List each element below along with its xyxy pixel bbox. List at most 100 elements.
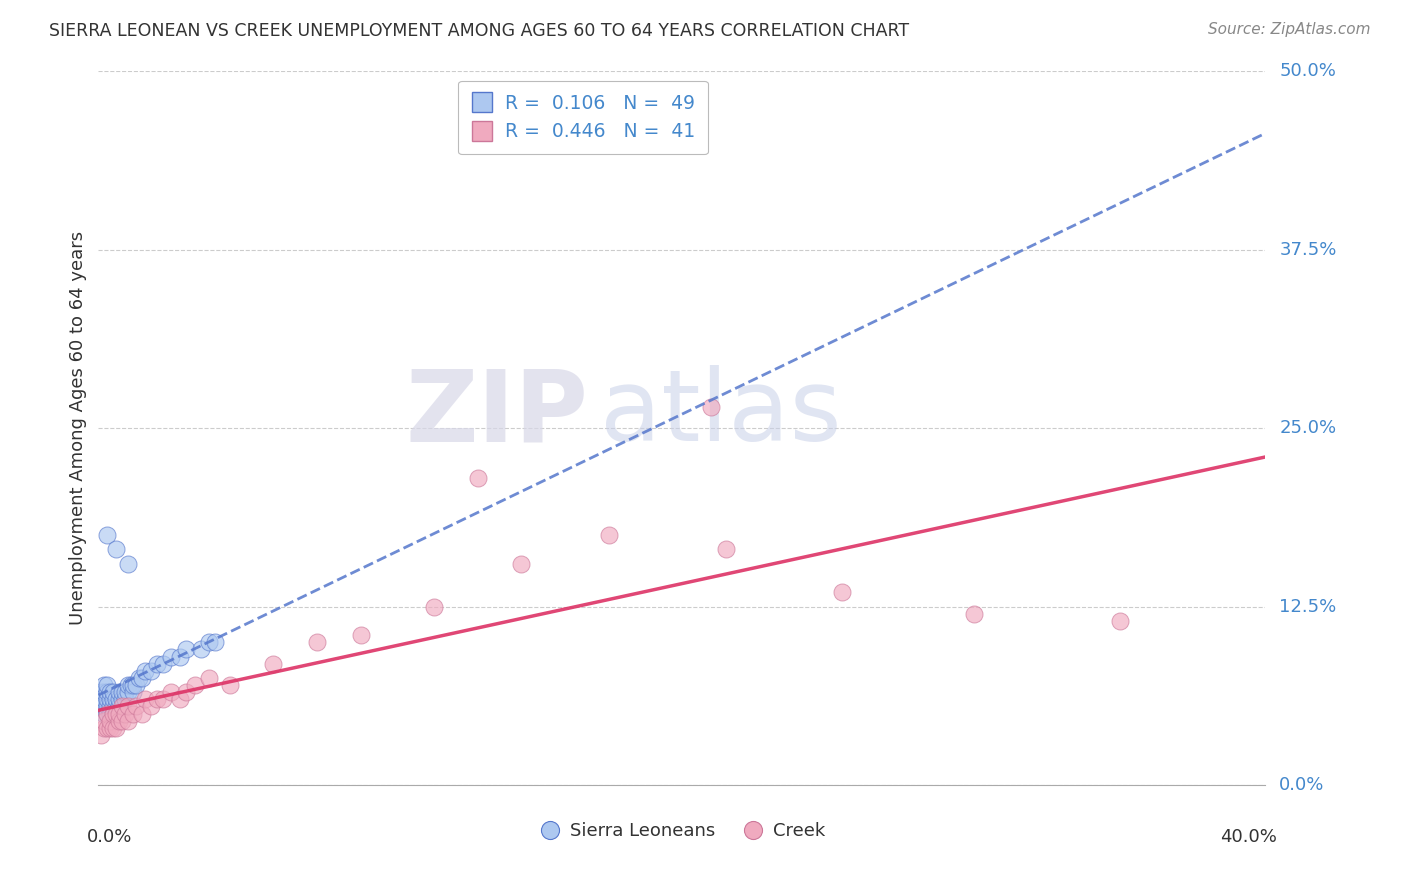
Point (174, 642, 197, 657)
Point (183, 678, 205, 692)
Point (111, 692, 134, 706)
Point (111, 699, 134, 714)
Point (125, 678, 148, 692)
Point (1108, 614, 1130, 628)
Point (104, 706, 127, 721)
Text: SIERRA LEONEAN VS CREEK UNEMPLOYMENT AMONG AGES 60 TO 64 YEARS CORRELATION CHART: SIERRA LEONEAN VS CREEK UNEMPLOYMENT AMO… (49, 22, 910, 40)
Text: 0.0%: 0.0% (1279, 776, 1324, 794)
Point (160, 649, 183, 664)
Point (96, 685, 118, 699)
Point (90, 692, 112, 706)
Point (114, 706, 136, 721)
Point (190, 642, 212, 657)
Point (93, 706, 115, 721)
Point (134, 692, 156, 706)
Point (598, 528, 620, 542)
Point (962, 607, 984, 621)
Point (101, 685, 124, 699)
Y-axis label: Unemployment Among Ages 60 to 64 years: Unemployment Among Ages 60 to 64 years (69, 231, 87, 625)
Point (152, 657, 174, 671)
Point (831, 585, 853, 599)
Point (104, 721, 127, 735)
Point (93, 692, 115, 706)
Point (96, 721, 118, 735)
Point (131, 671, 153, 685)
Point (117, 557, 139, 571)
Point (101, 706, 124, 721)
Text: 12.5%: 12.5% (1279, 598, 1337, 615)
Point (90, 685, 112, 699)
Text: 50.0%: 50.0% (1279, 62, 1336, 80)
Point (114, 692, 136, 706)
Point (146, 692, 169, 706)
Point (117, 699, 139, 714)
Point (169, 692, 191, 706)
Point (423, 599, 446, 614)
Point (101, 706, 124, 721)
Text: 25.0%: 25.0% (1279, 419, 1337, 437)
Point (128, 671, 150, 685)
Text: ZIP: ZIP (406, 366, 589, 462)
Point (98, 685, 121, 699)
Point (117, 685, 139, 699)
Point (96, 699, 118, 714)
Point (307, 635, 329, 649)
Point (139, 699, 162, 714)
Point (122, 706, 145, 721)
Point (93, 699, 115, 714)
Point (98, 692, 121, 706)
Point (139, 664, 162, 678)
Point (111, 685, 134, 699)
Point (350, 628, 373, 642)
Point (120, 678, 142, 692)
Point (117, 714, 139, 728)
Point (98, 714, 121, 728)
Point (122, 678, 145, 692)
Point (96, 692, 118, 706)
Point (98, 699, 121, 714)
Point (108, 692, 131, 706)
Point (96, 706, 118, 721)
Point (122, 685, 145, 699)
Point (198, 671, 221, 685)
Point (108, 714, 131, 728)
Point (104, 692, 127, 706)
Point (134, 664, 156, 678)
Point (700, 400, 723, 414)
Point (96, 706, 118, 721)
Point (174, 685, 197, 699)
Point (90, 699, 112, 714)
Point (152, 692, 174, 706)
Point (93, 714, 115, 728)
Point (104, 542, 127, 557)
Point (160, 685, 183, 699)
Point (146, 657, 169, 671)
Point (101, 699, 124, 714)
Point (218, 678, 240, 692)
Point (96, 528, 118, 542)
Point (96, 678, 118, 692)
Point (108, 685, 131, 699)
Point (262, 657, 284, 671)
Point (93, 721, 115, 735)
Point (108, 699, 131, 714)
Point (111, 714, 134, 728)
Point (90, 728, 112, 742)
Text: 37.5%: 37.5% (1279, 241, 1337, 259)
Point (101, 692, 124, 706)
Point (104, 699, 127, 714)
Point (125, 699, 148, 714)
Point (93, 685, 115, 699)
Point (104, 706, 127, 721)
Text: Source: ZipAtlas.com: Source: ZipAtlas.com (1208, 22, 1371, 37)
Point (117, 678, 139, 692)
Point (198, 635, 221, 649)
Point (510, 557, 533, 571)
Point (114, 685, 136, 699)
Text: atlas: atlas (600, 366, 842, 462)
Point (98, 706, 121, 721)
Point (467, 471, 489, 485)
Point (169, 649, 191, 664)
Point (108, 706, 131, 721)
Legend: Sierra Leoneans, Creek: Sierra Leoneans, Creek (531, 815, 832, 847)
